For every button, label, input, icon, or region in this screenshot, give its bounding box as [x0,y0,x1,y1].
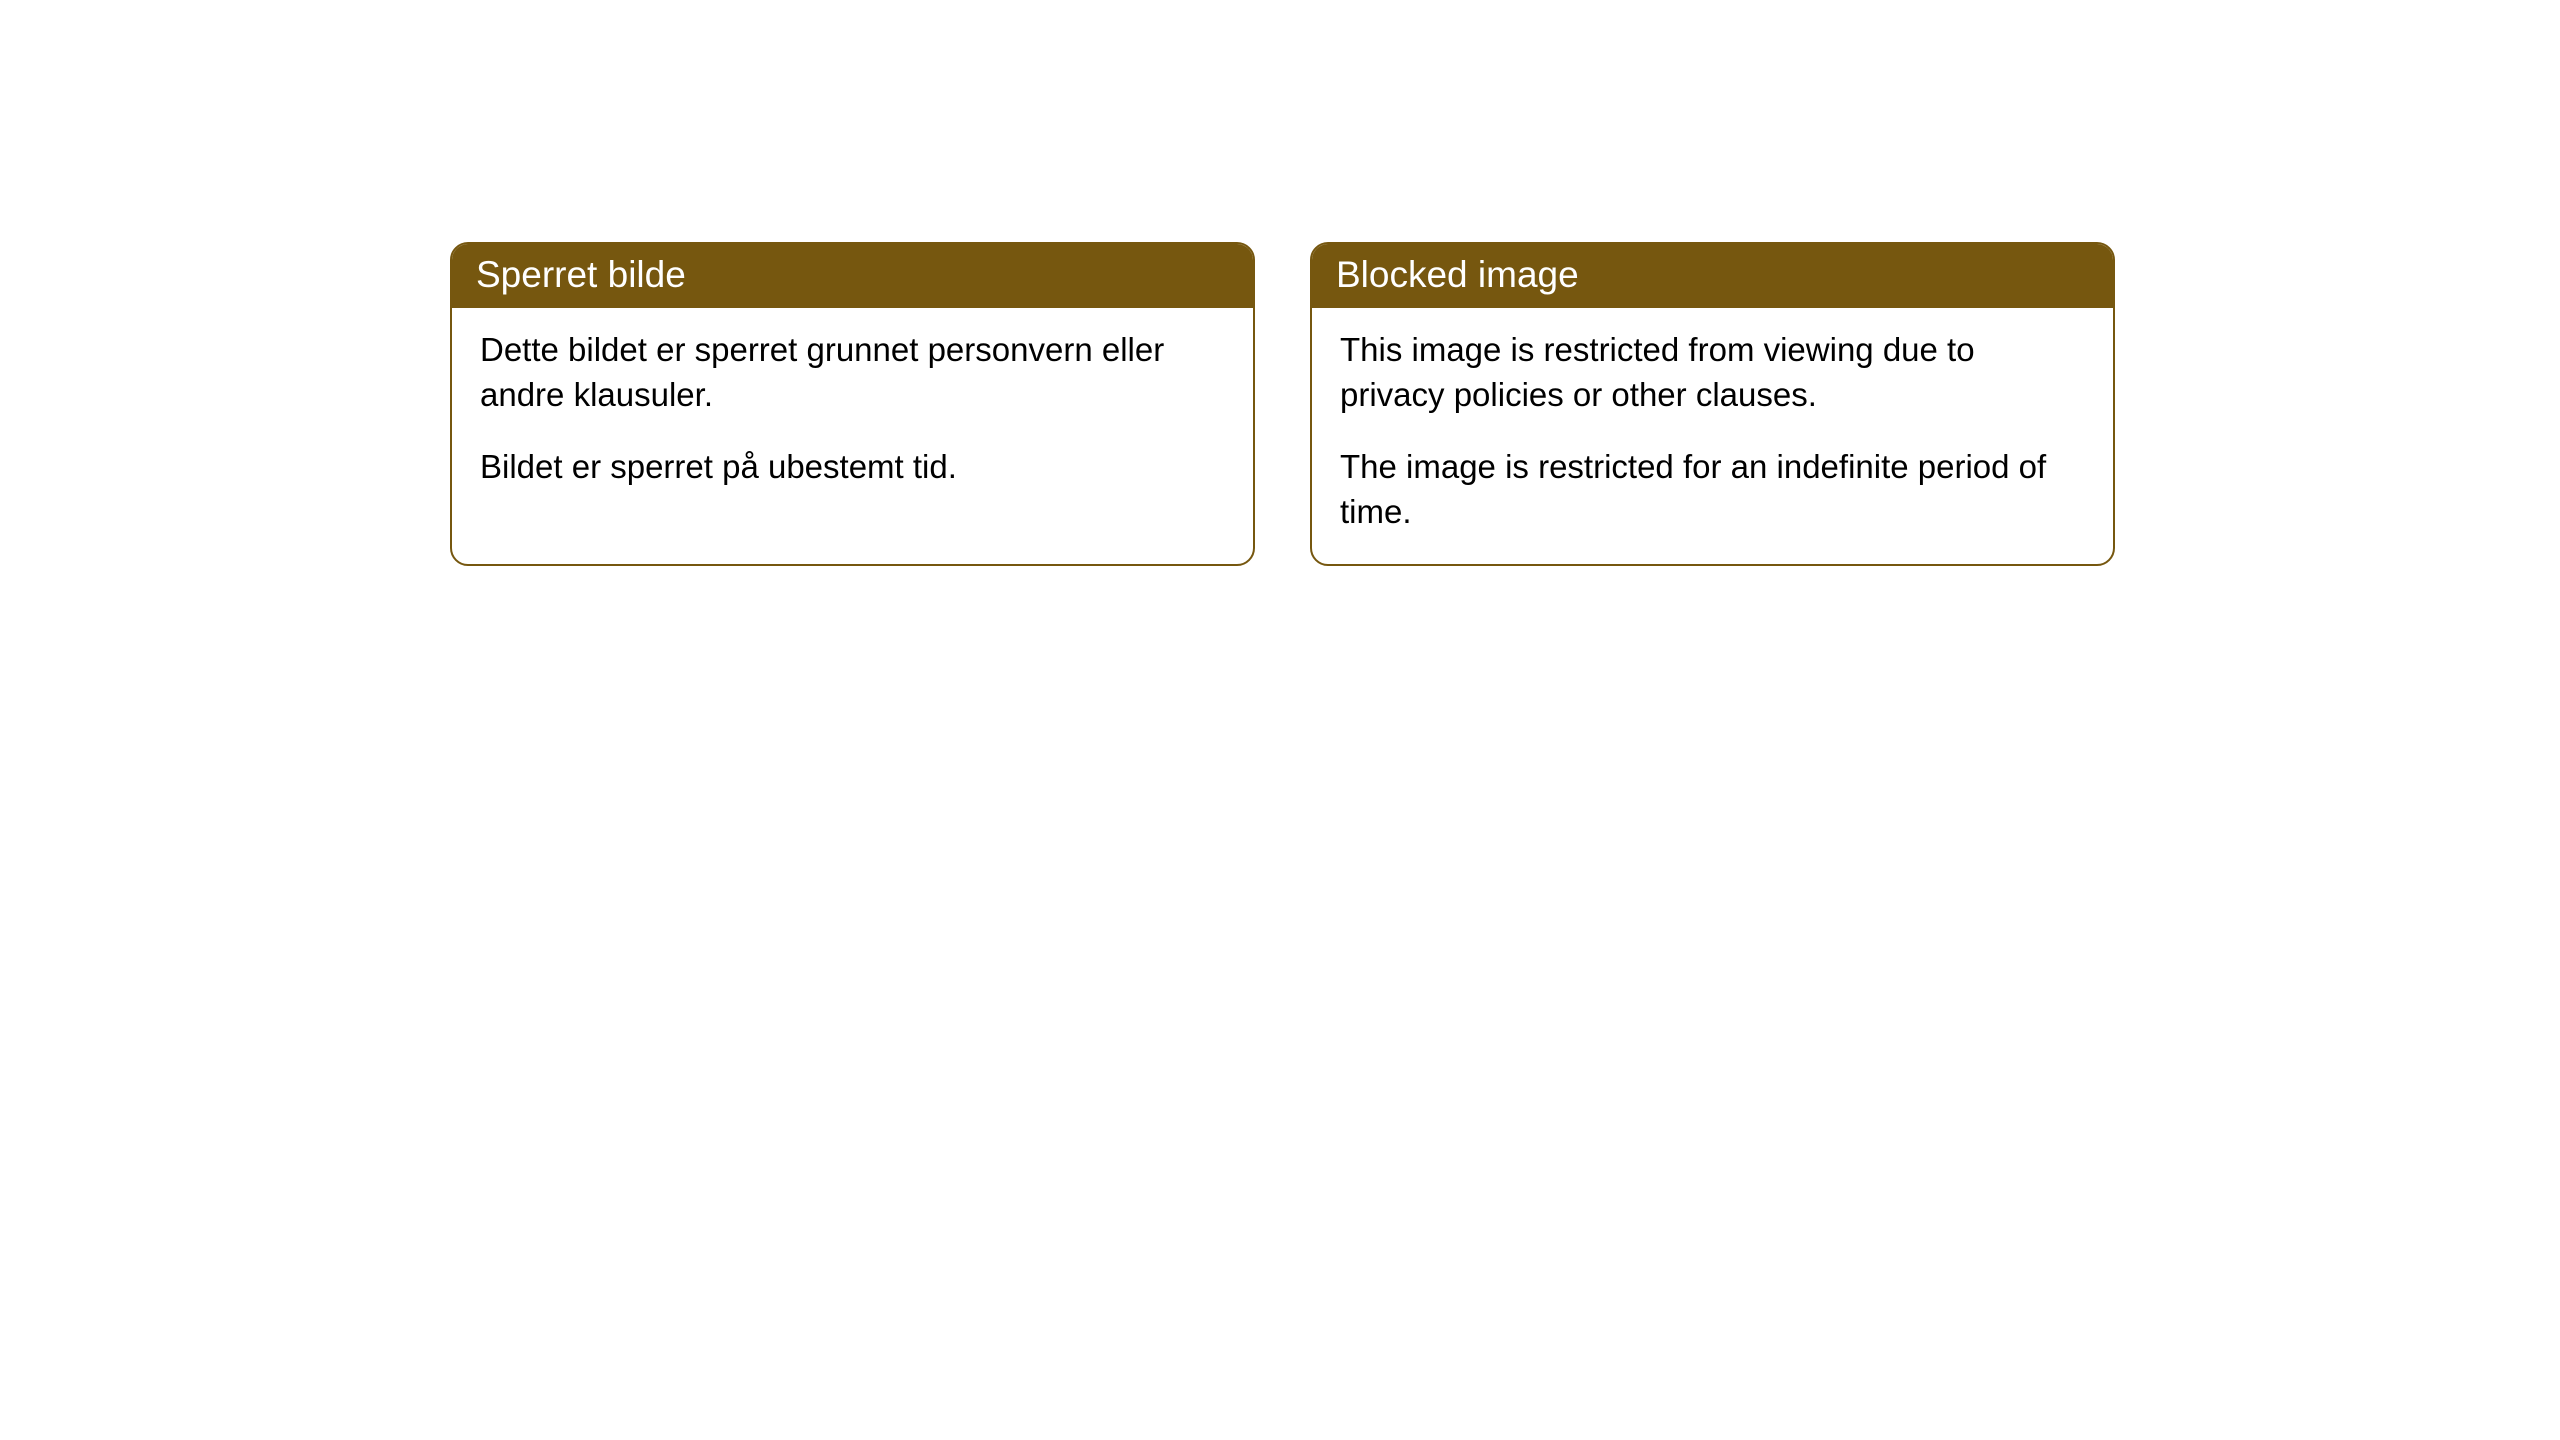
notice-card-norwegian: Sperret bilde Dette bildet er sperret gr… [450,242,1255,566]
notice-card-english: Blocked image This image is restricted f… [1310,242,2115,566]
card-header-english: Blocked image [1312,244,2113,308]
card-title: Sperret bilde [476,254,686,295]
card-header-norwegian: Sperret bilde [452,244,1253,308]
card-paragraph: This image is restricted from viewing du… [1340,328,2085,417]
notice-cards-container: Sperret bilde Dette bildet er sperret gr… [450,242,2115,566]
card-title: Blocked image [1336,254,1579,295]
card-body-norwegian: Dette bildet er sperret grunnet personve… [452,308,1253,520]
card-paragraph: Bildet er sperret på ubestemt tid. [480,445,1225,490]
card-body-english: This image is restricted from viewing du… [1312,308,2113,564]
card-paragraph: Dette bildet er sperret grunnet personve… [480,328,1225,417]
card-paragraph: The image is restricted for an indefinit… [1340,445,2085,534]
